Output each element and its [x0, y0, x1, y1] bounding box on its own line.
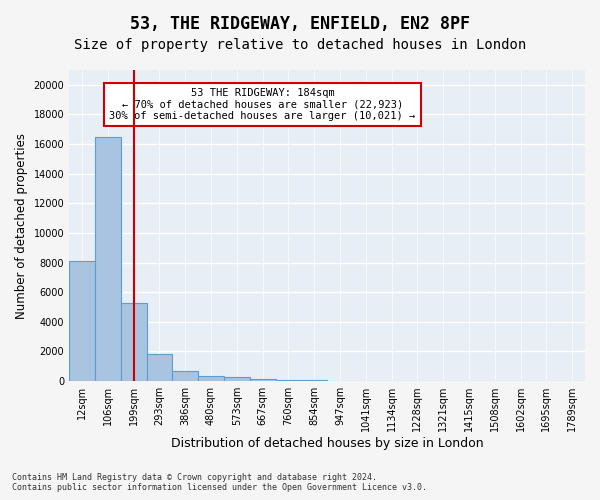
Bar: [198, 376, 224, 381]
Bar: [172, 370, 198, 381]
Text: Size of property relative to detached houses in London: Size of property relative to detached ho…: [74, 38, 526, 52]
Text: 53, THE RIDGEWAY, ENFIELD, EN2 8PF: 53, THE RIDGEWAY, ENFIELD, EN2 8PF: [130, 15, 470, 33]
X-axis label: Distribution of detached houses by size in London: Distribution of detached houses by size …: [171, 437, 484, 450]
Bar: [250, 379, 275, 381]
Bar: [69, 261, 95, 381]
Bar: [121, 302, 146, 381]
Bar: [275, 380, 301, 381]
Y-axis label: Number of detached properties: Number of detached properties: [15, 132, 28, 318]
Bar: [95, 136, 121, 381]
Bar: [224, 378, 250, 381]
Bar: [146, 354, 172, 381]
Text: Contains HM Land Registry data © Crown copyright and database right 2024.
Contai: Contains HM Land Registry data © Crown c…: [12, 473, 427, 492]
Bar: [327, 380, 353, 381]
Text: 53 THE RIDGEWAY: 184sqm
← 70% of detached houses are smaller (22,923)
30% of sem: 53 THE RIDGEWAY: 184sqm ← 70% of detache…: [109, 88, 416, 121]
Bar: [301, 380, 327, 381]
